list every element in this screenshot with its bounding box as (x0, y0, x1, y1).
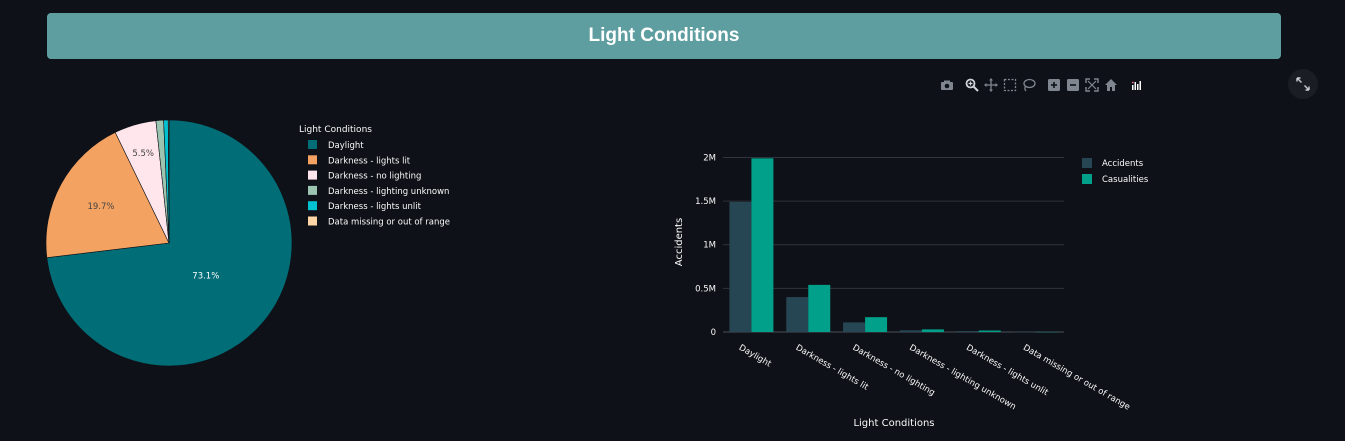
zoom-icon[interactable] (965, 78, 979, 92)
x-axis-title: Light Conditions (853, 418, 934, 429)
camera-icon[interactable] (940, 78, 954, 92)
y-tick-label: 0 (711, 328, 716, 338)
title-banner: Light Conditions (47, 13, 1281, 59)
pie-legend-swatch (308, 155, 317, 165)
pie-chart[interactable]: 73.1% 19.7% 5.5% (45, 119, 293, 367)
pie-legend-swatch (308, 170, 317, 180)
pie-legend-item[interactable]: Darkness - no lighting (308, 170, 421, 182)
reset-axes-icon[interactable] (1104, 78, 1118, 92)
expand-icon (1296, 77, 1310, 91)
pie-legend-label: Darkness - no lighting (328, 172, 421, 182)
x-tick-label: Data missing or out of range (1021, 343, 1132, 413)
x-tick-label: Daylight (737, 343, 773, 370)
plotly-logo-icon[interactable] (1129, 78, 1143, 92)
bar-legend-label: Accidents (1102, 159, 1144, 169)
bar-legend: Accidents Casualities (1082, 158, 1149, 185)
pie-slice-label: 19.7% (87, 202, 114, 212)
pie-legend-label: Data missing or out of range (328, 218, 450, 228)
plot-modebar (940, 78, 1148, 92)
pie-slice[interactable] (46, 119, 293, 367)
bar-legend-swatch (1082, 158, 1092, 168)
y-tick-label: 0.5M (695, 284, 716, 294)
bar[interactable] (786, 297, 809, 332)
pie-legend-swatch (308, 140, 317, 149)
pie-legend-swatch (308, 216, 317, 226)
bar[interactable] (843, 322, 866, 332)
bar-legend-item[interactable]: Casualities (1082, 174, 1149, 185)
pie-slice[interactable] (167, 119, 170, 244)
pie-legend-item[interactable]: Darkness - lighting unknown (308, 185, 449, 197)
y-tick-label: 1M (703, 241, 716, 251)
pie-legend-item[interactable]: Darkness - lights unlit (308, 201, 422, 212)
box-select-icon[interactable] (1003, 78, 1017, 92)
bar[interactable] (956, 331, 979, 332)
bar[interactable] (808, 284, 831, 332)
zoom-out-icon[interactable] (1066, 78, 1080, 92)
pie-legend-swatch (308, 201, 317, 211)
bar[interactable] (751, 158, 774, 332)
autoscale-icon[interactable] (1085, 78, 1099, 92)
zoom-in-icon[interactable] (1047, 78, 1061, 92)
pie-legend-item[interactable]: Data missing or out of range (308, 216, 450, 228)
bar-legend-swatch (1082, 174, 1092, 184)
pie-legend-title: Light Conditions (299, 125, 372, 135)
pie-legend-swatch (308, 185, 317, 195)
y-tick-label: 2M (703, 153, 716, 163)
bar[interactable] (921, 329, 944, 332)
pie-slice-label: 73.1% (192, 272, 219, 282)
bar[interactable] (729, 201, 752, 332)
bar[interactable] (899, 330, 922, 332)
bar[interactable] (865, 317, 888, 332)
bar-legend-label: Casualities (1102, 175, 1149, 185)
pie-legend-item[interactable]: Daylight (308, 140, 364, 151)
y-axis-title: Accidents (674, 218, 685, 266)
pie-legend: Light Conditions Daylight Darkness - ligh… (299, 125, 450, 228)
bar-legend-item[interactable]: Accidents (1082, 158, 1144, 169)
fullscreen-button[interactable] (1288, 69, 1318, 99)
pan-icon[interactable] (984, 78, 998, 92)
pie-slice-label: 5.5% (132, 149, 154, 159)
pie-legend-label: Daylight (328, 141, 364, 151)
x-tick-label: Darkness - lighting unknown (907, 343, 1017, 412)
pie-legend-label: Darkness - lights unlit (328, 202, 422, 212)
lasso-select-icon[interactable] (1022, 78, 1036, 92)
pie-legend-label: Darkness - lighting unknown (328, 187, 449, 197)
y-tick-label: 1.5M (695, 197, 716, 207)
pie-slice[interactable] (45, 131, 170, 258)
pie-legend-label: Darkness - lights lit (328, 156, 411, 166)
pie-legend-item[interactable]: Darkness - lights lit (308, 155, 411, 166)
bar[interactable] (978, 330, 1001, 332)
page-title: Light Conditions (588, 25, 740, 46)
